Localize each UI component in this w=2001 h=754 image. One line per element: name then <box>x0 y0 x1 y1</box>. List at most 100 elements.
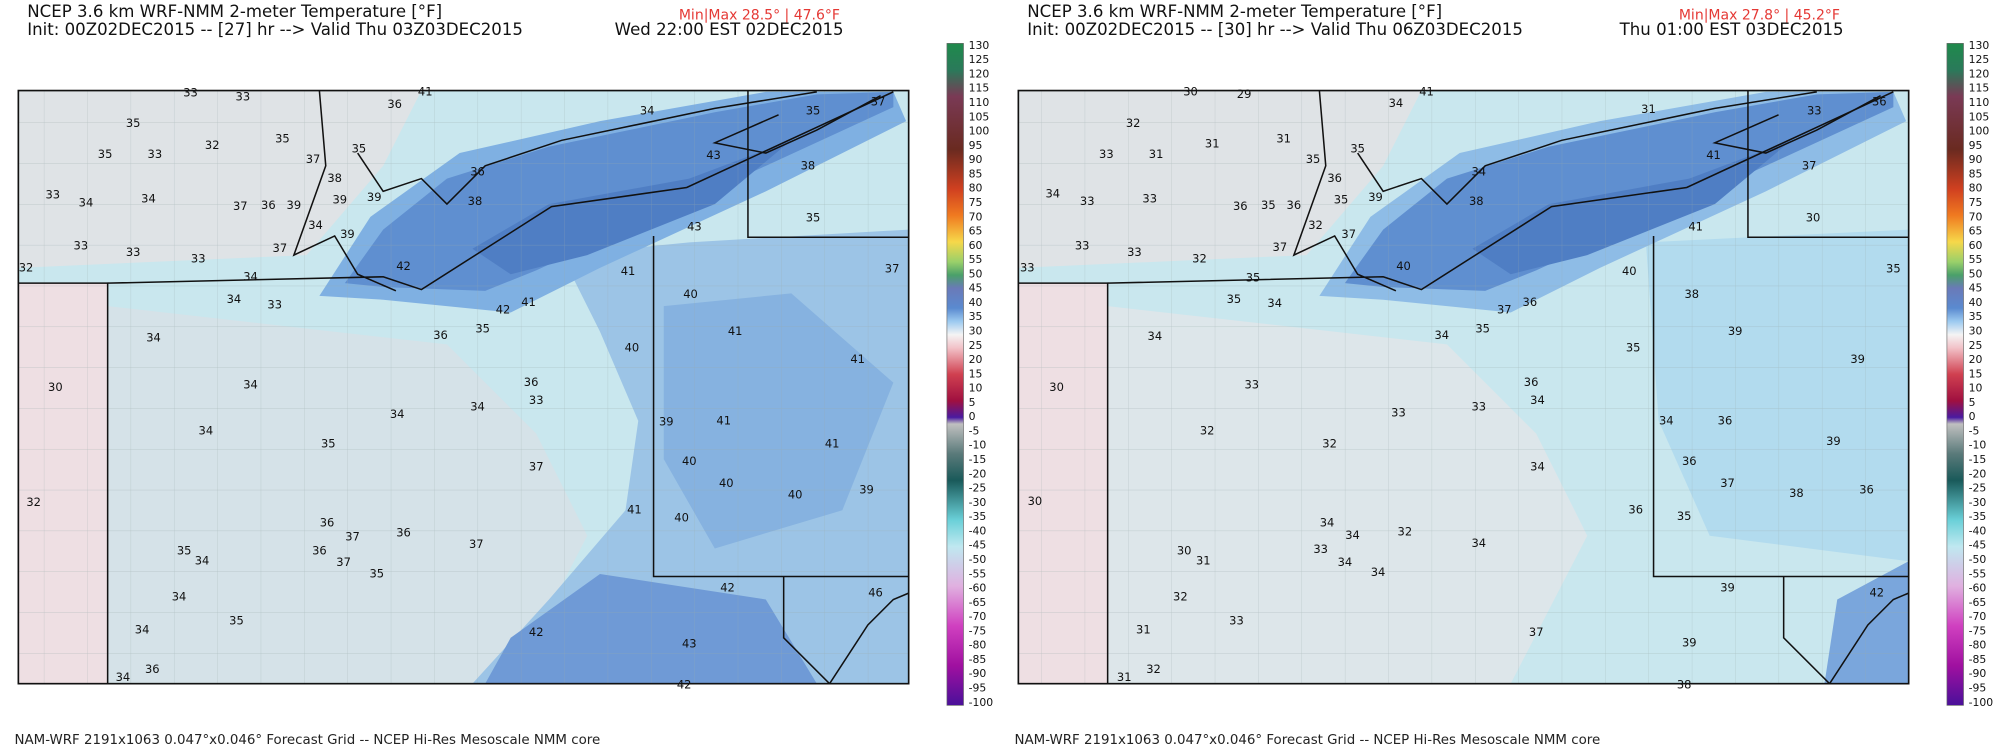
station-temp: 34 <box>390 407 405 421</box>
colorbar-label: 55 <box>1969 253 1983 266</box>
station-temp: 30 <box>1049 380 1064 394</box>
station-temp: 34 <box>243 269 258 283</box>
station-temp: 33 <box>1807 103 1822 117</box>
colorbar-label: -55 <box>969 567 987 580</box>
station-temp: 33 <box>45 188 60 202</box>
colorbar-label: 65 <box>969 225 983 238</box>
station-temp: 33 <box>1020 260 1035 274</box>
station-temp: 34 <box>1435 328 1450 342</box>
station-temp: 36 <box>1682 454 1697 468</box>
station-temp: 36 <box>470 165 485 179</box>
state-border <box>1652 235 1909 578</box>
colorbar-label: -80 <box>969 639 987 652</box>
colorbar-label: 0 <box>1969 410 1976 423</box>
state-border <box>1747 90 1909 239</box>
station-temp: 34 <box>1148 329 1163 343</box>
station-temp: 39 <box>332 193 347 207</box>
station-temp: 41 <box>1419 84 1434 98</box>
state-border <box>1782 576 1831 685</box>
station-temp: 34 <box>308 218 323 232</box>
station-temp: 40 <box>625 341 640 355</box>
colorbar-label: -50 <box>969 553 987 566</box>
station-temp: 37 <box>469 537 484 551</box>
station-temp: 35 <box>1626 341 1641 355</box>
colorbar-label: 125 <box>1969 53 1990 66</box>
station-temp: 43 <box>682 637 697 651</box>
station-temp: 36 <box>312 544 327 558</box>
station-temp: 35 <box>475 322 490 336</box>
colorbar-label: 40 <box>969 296 983 309</box>
station-temp: 33 <box>1099 147 1114 161</box>
station-temp: 39 <box>859 482 874 496</box>
station-temp: 42 <box>1869 586 1884 600</box>
colorbar-label: 20 <box>969 353 983 366</box>
station-temp: 41 <box>621 264 636 278</box>
station-temp: 37 <box>1529 625 1544 639</box>
station-temp: 36 <box>261 198 276 212</box>
colorbar-label: -35 <box>969 510 987 523</box>
station-temp: 35 <box>1306 152 1321 166</box>
station-temp: 30 <box>48 380 63 394</box>
station-temp: 33 <box>1127 245 1142 259</box>
station-temp: 31 <box>1117 670 1132 684</box>
station-temp: 33 <box>126 245 141 259</box>
station-temp: 32 <box>19 260 34 274</box>
colorbar-label: -70 <box>1969 610 1987 623</box>
colorbar-label: -70 <box>969 610 987 623</box>
colorbar-label: 5 <box>1969 396 1976 409</box>
footer: NAM-WRF 2191x1063 0.047°x0.046° Forecast… <box>15 733 601 748</box>
station-temp: 33 <box>236 89 251 103</box>
colorbar-label: 80 <box>1969 182 1983 195</box>
colorbar-label: -25 <box>1969 482 1987 495</box>
colorbar-label: -95 <box>969 682 987 695</box>
station-temp: 30 <box>1806 211 1821 225</box>
station-temp: 32 <box>26 495 41 509</box>
station-temp: 38 <box>801 158 816 172</box>
station-temp: 40 <box>682 454 697 468</box>
station-temp: 39 <box>287 198 302 212</box>
station-temp: 33 <box>267 297 282 311</box>
colorbar-label: -95 <box>1969 682 1987 695</box>
station-temp: 33 <box>148 147 163 161</box>
colorbar-label: -60 <box>969 582 987 595</box>
station-temp: 34 <box>1659 413 1674 427</box>
state-border <box>1292 90 1397 292</box>
colorbar-label: 100 <box>1969 125 1990 138</box>
station-temp: 33 <box>1313 542 1328 556</box>
colorbar-label: -10 <box>969 439 987 452</box>
init-line: Init: 00Z02DEC2015 -- [30] hr --> Valid … <box>1027 20 1523 39</box>
station-temp: 37 <box>233 199 248 213</box>
station-temp: 33 <box>1142 191 1157 205</box>
station-temp: 34 <box>1472 165 1487 179</box>
state-border <box>747 90 909 239</box>
station-temp: 37 <box>345 529 360 543</box>
station-temp: 37 <box>885 262 900 276</box>
station-temp: 36 <box>1718 413 1733 427</box>
station-temp: 34 <box>116 670 131 684</box>
colorbar-label: 105 <box>969 110 990 123</box>
colorbar-label: 15 <box>969 367 983 380</box>
station-temp: 33 <box>1229 614 1244 628</box>
colorbar-label: -85 <box>1969 653 1987 666</box>
station-temp: 34 <box>1045 186 1060 200</box>
station-temp: 34 <box>1530 393 1545 407</box>
station-temp: 36 <box>524 375 539 389</box>
map-panel: 30 29 34 41 31 33 36 32 31 33 31 31 35 36 35 34 41 37 34 33… <box>1017 84 1910 691</box>
station-temp: 33 <box>74 239 89 253</box>
colorbar-label: 130 <box>969 39 990 52</box>
station-temp: 42 <box>677 677 692 691</box>
colorbar-label: -75 <box>1969 624 1987 637</box>
colorbar-label: -10 <box>1969 439 1987 452</box>
colorbar <box>946 43 964 706</box>
station-temp: 34 <box>227 292 242 306</box>
county-lines <box>18 90 909 684</box>
station-temp: 39 <box>1850 352 1865 366</box>
station-temp: 41 <box>825 436 840 450</box>
station-temp: 41 <box>521 295 536 309</box>
colorbar <box>1946 43 1964 706</box>
station-temp: 38 <box>1677 677 1692 691</box>
colorbar-label: -75 <box>969 624 987 637</box>
min-max: Min|Max 27.8° | 45.2°F <box>1679 7 1840 23</box>
state-border <box>828 592 909 685</box>
